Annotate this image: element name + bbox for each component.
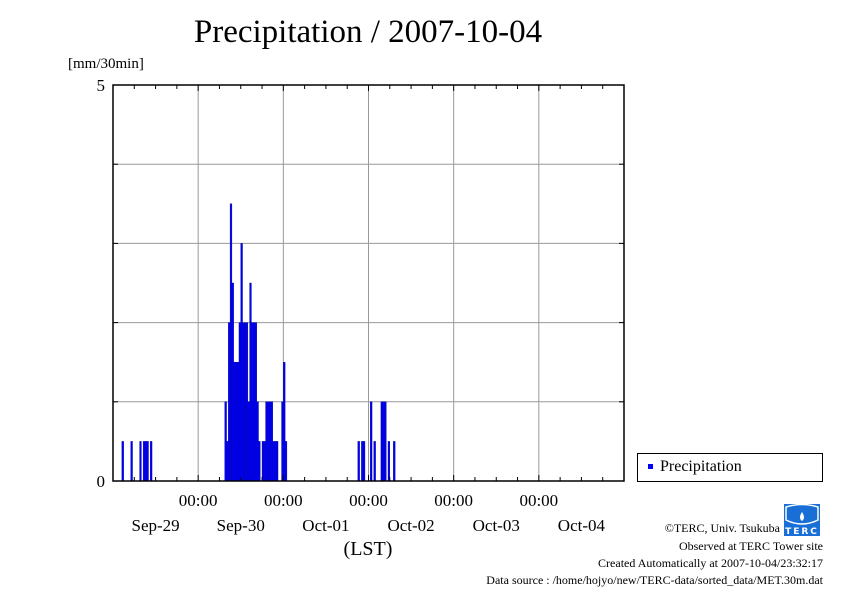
precip-bar [281, 401, 284, 482]
data-source: Data source : /home/hojyo/new/TERC-data/… [486, 573, 823, 587]
precip-bar [231, 282, 234, 482]
precip-bar [254, 322, 257, 482]
precip-bar [284, 441, 288, 482]
precip-bar [247, 401, 250, 482]
precip-bar [144, 441, 147, 482]
precip-bar [393, 441, 396, 482]
precip-bar [276, 441, 279, 482]
precip-bar [237, 362, 240, 482]
precip-bar [362, 441, 366, 482]
x-tick-time-label: 00:00 [264, 491, 303, 510]
precip-bar [233, 362, 236, 482]
precip-bar [238, 322, 241, 482]
precip-bar [252, 322, 256, 482]
x-tick-time-label: 00:00 [434, 491, 473, 510]
precip-bar [382, 401, 385, 482]
y-tick-label: 0 [97, 472, 106, 491]
precip-bar [235, 362, 238, 482]
precip-bar [261, 441, 265, 482]
x-tick-date-label: Oct-04 [558, 516, 606, 535]
copyright: ©TERC, Univ. Tsukuba [664, 521, 780, 535]
created-timestamp: Created Automatically at 2007-10-04/23:3… [598, 556, 823, 570]
precip-bar [228, 322, 231, 482]
precip-bar [370, 401, 373, 482]
precip-bar [274, 441, 277, 482]
precip-bar [357, 441, 360, 482]
x-tick-date-label: Oct-01 [302, 516, 349, 535]
precip-bar [150, 441, 153, 482]
precip-bar [258, 441, 261, 482]
precip-bar [249, 282, 252, 482]
precip-bar [229, 203, 233, 482]
x-tick-time-label: 00:00 [519, 491, 558, 510]
precip-bar [139, 441, 142, 482]
y-axis-unit: [mm/30min] [68, 56, 144, 72]
precip-bar [224, 401, 227, 482]
x-tick-time-label: 00:00 [349, 491, 388, 510]
precip-bar [270, 401, 273, 482]
precip-bar [263, 441, 266, 482]
x-tick-date-label: Oct-02 [387, 516, 434, 535]
precip-bar [130, 441, 133, 482]
precip-bar [387, 441, 390, 482]
precip-bar [245, 322, 249, 482]
chart-title: Precipitation / 2007-10-04 [193, 14, 543, 50]
x-axis-label: (LST) [344, 538, 393, 560]
precip-bar [121, 441, 124, 482]
legend: Precipitation [637, 453, 823, 482]
y-tick-label: 5 [97, 76, 106, 95]
precip-bar [226, 441, 229, 482]
precip-bar [283, 362, 286, 482]
precip-bar [251, 322, 254, 482]
x-tick-time-label: 00:00 [179, 491, 218, 510]
x-tick-date-label: Sep-30 [217, 516, 265, 535]
precip-bar [373, 441, 376, 482]
legend-label: Precipitation [660, 458, 742, 475]
svg-text:TERC: TERC [785, 527, 819, 536]
legend-marker [648, 464, 653, 469]
precip-bar [384, 401, 387, 482]
precip-bar [267, 401, 270, 482]
precip-bar [268, 401, 272, 482]
precip-bar [240, 243, 243, 482]
precip-bar [146, 441, 149, 482]
precip-bar [361, 441, 364, 482]
x-tick-date-label: Sep-29 [131, 516, 179, 535]
x-tick-date-label: Oct-03 [473, 516, 520, 535]
precip-bar [142, 441, 146, 482]
precip-bar [256, 401, 259, 482]
precip-bar [272, 441, 275, 482]
precip-bar [242, 322, 245, 482]
observed-site: Observed at TERC Tower site [678, 539, 823, 553]
precip-bar [244, 322, 247, 482]
precip-bar [265, 401, 268, 482]
terc-logo: TERC [784, 503, 820, 537]
precip-bar [380, 401, 383, 482]
